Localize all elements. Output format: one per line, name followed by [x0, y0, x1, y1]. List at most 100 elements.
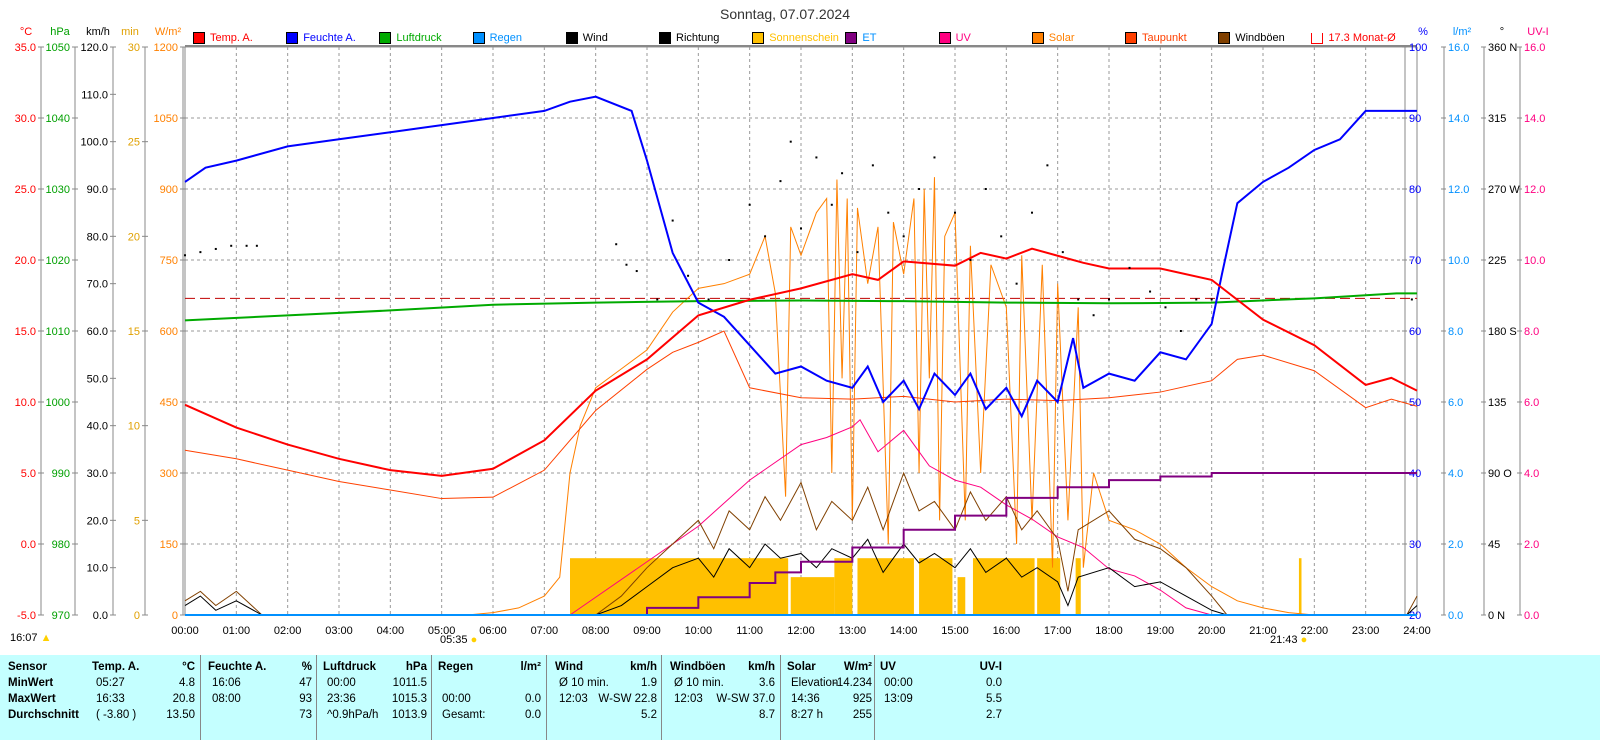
axis-tick-label-min: 15 — [128, 326, 140, 338]
axis-tick-label-hum: 80 — [1409, 184, 1421, 196]
axis-tick-label-solar: 900 — [160, 184, 178, 196]
axis-tick-label-hum: 30 — [1409, 539, 1421, 551]
sunset-icon: ● — [1300, 634, 1308, 646]
table-header: Temp. A. — [92, 661, 140, 673]
sunshine-bar — [1298, 558, 1302, 615]
axis-tick-label-min: 25 — [128, 137, 140, 149]
axis-tick-label-press: 980 — [52, 539, 70, 551]
table-cell-time: ( -3.80 ) — [96, 709, 137, 721]
column-separator — [316, 655, 317, 740]
wind-direction-dot — [748, 203, 751, 206]
sunshine-bar — [834, 558, 853, 615]
table-header-sensor: Sensor — [8, 661, 47, 673]
table-cell-time: 05:27 — [96, 677, 125, 689]
axis-tick-label-temp: 20.0 — [15, 255, 36, 267]
wind-direction-dot — [1031, 211, 1033, 214]
legend-swatch — [1311, 32, 1324, 44]
axis-unit-solar: W/m² — [155, 26, 182, 38]
legend-label: Luftdruck — [396, 32, 442, 44]
table-cell-time: 08:00 — [212, 693, 241, 705]
row-label: MaxWert — [8, 693, 56, 705]
legend-swatch — [1218, 32, 1231, 44]
wind-direction-dot — [918, 188, 921, 190]
axis-tick-label-solar: 1050 — [154, 113, 178, 125]
axis-tick-label-press: 1000 — [46, 397, 70, 409]
axis-tick-label-solar: 750 — [160, 255, 178, 267]
table-header-unit: km/h — [630, 661, 657, 673]
legend-item: Windböen — [1218, 31, 1285, 45]
table-cell-value: 47 — [299, 677, 312, 689]
wind-direction-dot — [1410, 298, 1413, 301]
legend-item: Taupunkt — [1125, 31, 1187, 45]
axis-tick-label-wind: 10.0 — [87, 563, 108, 575]
axis-tick-label-rain: 14.0 — [1448, 113, 1469, 125]
series-line-feuchte-a- — [184, 95, 1417, 419]
table-header-unit: W/m² — [843, 661, 872, 673]
table-cell-time: 12:03 — [674, 693, 703, 705]
legend-label: Taupunkt — [1142, 32, 1187, 44]
axis-tick-label-uvi: 12.0 — [1524, 184, 1545, 196]
x-tick-label: 06:00 — [479, 625, 507, 637]
table-cell-value: 0.0 — [525, 693, 541, 705]
x-tick-label: 14:00 — [890, 625, 918, 637]
legend-item: Feuchte A. — [286, 31, 356, 45]
table-header-unit: km/h — [748, 661, 775, 673]
axis-tick-label-uvi: 16.0 — [1524, 42, 1545, 54]
column-separator — [546, 655, 547, 740]
wind-direction-dot — [1128, 266, 1131, 269]
axis-tick-label-dir: 315 — [1488, 113, 1506, 125]
column-separator — [200, 655, 201, 740]
wind-direction-dot — [954, 211, 956, 214]
sunshine-bar — [957, 577, 966, 615]
legend-item: 17.3 Monat-Ø — [1311, 31, 1396, 45]
table-cell-time: 00:00 — [442, 693, 471, 705]
wind-direction-dot — [1092, 314, 1095, 317]
axis-tick-label-hum: 60 — [1409, 326, 1421, 338]
axis-tick-label-dir: 45 — [1488, 539, 1500, 551]
axis-unit-press: hPa — [50, 26, 70, 38]
axis-tick-label-wind: 110.0 — [81, 89, 108, 101]
axis-tick-label-press: 1010 — [46, 326, 70, 338]
wind-direction-dot — [887, 211, 890, 214]
series-line-windb-en — [184, 471, 1418, 616]
wind-direction-dot — [856, 251, 859, 254]
table-cell-value: 73 — [299, 709, 312, 721]
x-tick-label: 01:00 — [223, 625, 251, 637]
table-cell-time: ^0.9hPa/h — [327, 709, 379, 721]
axis-tick-label-hum: 100 — [1409, 42, 1427, 54]
x-tick-label: 03:00 — [325, 625, 353, 637]
wind-direction-dot — [1077, 298, 1080, 301]
axis-tick-label-min: 5 — [134, 515, 140, 527]
x-tick-label: 13:00 — [839, 625, 867, 637]
table-header-unit: hPa — [405, 661, 427, 673]
wind-direction-dot — [933, 156, 936, 159]
axis-tick-label-rain: 6.0 — [1448, 397, 1463, 409]
wind-direction-dot — [1000, 235, 1003, 238]
table-cell-time: Gesamt: — [442, 709, 486, 721]
legend-label: ET — [862, 32, 877, 44]
axis-tick-label-temp: 30.0 — [15, 113, 36, 125]
wind-direction-dot — [841, 172, 844, 175]
axis-tick-label-temp: 10.0 — [15, 397, 36, 409]
table-cell-value: 2.7 — [986, 709, 1002, 721]
table-header: Feuchte A. — [208, 661, 267, 673]
wind-direction-dot — [671, 219, 674, 222]
legend-item: Regen — [472, 31, 522, 45]
wind-direction-dot — [1046, 164, 1049, 167]
wind-direction-dot — [764, 235, 767, 238]
table-cell-value: W-SW 22.8 — [598, 693, 657, 705]
wind-direction-dot — [871, 164, 874, 167]
axis-tick-label-solar: 0 — [172, 610, 178, 622]
x-tick-label: 10:00 — [685, 625, 713, 637]
x-tick-label: 04:00 — [377, 625, 405, 637]
axis-tick-label-wind: 80.0 — [87, 231, 108, 243]
table-header: Windböen — [670, 661, 726, 673]
left-time-label: 16:07 — [10, 632, 38, 644]
axis-tick-label-dir: 360 N — [1488, 42, 1517, 54]
column-separator — [780, 655, 781, 740]
axis-tick-label-uvi: 4.0 — [1524, 468, 1539, 480]
legend-swatch — [938, 32, 951, 44]
table-cell-value: 0.0 — [986, 677, 1002, 689]
axis-tick-label-uvi: 2.0 — [1524, 539, 1539, 551]
table-cell-value: 5.5 — [986, 693, 1002, 705]
